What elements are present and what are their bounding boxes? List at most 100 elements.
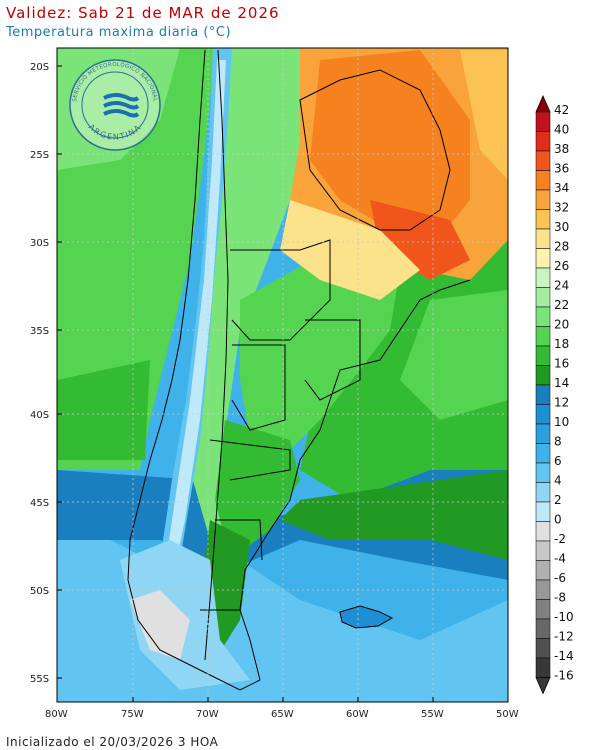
- colorbar-label: 34: [554, 181, 569, 195]
- colorbar-label: 14: [554, 376, 569, 390]
- colorbar-swatch: [535, 501, 551, 522]
- colorbar-label: -12: [554, 630, 574, 644]
- colorbar-label: 30: [554, 220, 569, 234]
- colorbar-label: 18: [554, 337, 569, 351]
- lat-label: 45S: [30, 498, 49, 509]
- colorbar-swatch: [535, 540, 551, 561]
- colorbar-swatch: [535, 443, 551, 464]
- init-time: Inicializado el 20/03/2026 3 HOA: [6, 735, 219, 749]
- colorbar-swatch: [535, 560, 551, 581]
- colorbar-label: 26: [554, 259, 569, 273]
- province-border-south2: [215, 519, 263, 561]
- colorbar-swatch: [535, 638, 551, 659]
- atlantic-light-zone: [400, 290, 508, 420]
- colorbar-swatch: [535, 170, 551, 191]
- colorbar-swatch: [535, 579, 551, 600]
- mesopotamia-hot-zone: [370, 200, 470, 280]
- colorbar: 424038363432302826242220181614121086420-…: [535, 95, 574, 695]
- colorbar-label: 32: [554, 201, 569, 215]
- colorbar-swatch: [535, 482, 551, 503]
- province-borders-central: [231, 344, 286, 431]
- latitude-axis: 20S 25S 30S 35S 40S 45S 50S 55S: [30, 62, 62, 685]
- buenos-aires-border: [304, 319, 361, 401]
- paraguay-border: [299, 69, 451, 231]
- lat-label: 25S: [30, 150, 49, 161]
- colorbar-swatch: [535, 423, 551, 444]
- colorbar-swatch: [535, 150, 551, 171]
- colorbar-swatch: [535, 384, 551, 405]
- colorbar-swatch: [535, 228, 551, 249]
- lat-label: 20S: [30, 62, 49, 73]
- colorbar-swatch: [535, 248, 551, 269]
- colorbar-swatch: [535, 111, 551, 132]
- colorbar-label: -10: [554, 610, 574, 624]
- colorbar-swatch: [535, 131, 551, 152]
- province-border-south1: [209, 439, 291, 481]
- boundaries: [127, 49, 471, 691]
- atlantic-south-green: [280, 470, 508, 560]
- colorbar-label: -16: [554, 669, 574, 683]
- colorbar-label: -2: [554, 532, 566, 546]
- lon-label: 65W: [271, 709, 294, 720]
- map-title: Validez: Sab 21 de MAR de 2026: [6, 4, 280, 22]
- colorbar-label: 12: [554, 396, 569, 410]
- colorbar-label: -6: [554, 571, 566, 585]
- colorbar-swatch: [535, 599, 551, 620]
- colorbar-label: 36: [554, 162, 569, 176]
- colorbar-label: 38: [554, 142, 569, 156]
- colorbar-swatch: [535, 326, 551, 347]
- colorbar-max-arrow: [535, 95, 551, 113]
- colorbar-swatch: [535, 657, 551, 678]
- pampas-land: [240, 250, 400, 450]
- colorbar-swatch: [535, 287, 551, 308]
- atlantic-coastline: [239, 279, 471, 681]
- pacific-north-zone: [57, 48, 180, 170]
- pacific-coastline: [127, 49, 261, 691]
- colorbar-swatch: [535, 189, 551, 210]
- colorbar-label: -14: [554, 649, 574, 663]
- lat-label: 50S: [30, 586, 49, 597]
- colorbar-label: -4: [554, 552, 566, 566]
- colorbar-label: 6: [554, 454, 562, 468]
- map-field: [57, 48, 508, 702]
- lon-label: 55W: [421, 709, 444, 720]
- southern-icefield: [130, 590, 190, 660]
- colorbar-min-arrow: [535, 677, 551, 695]
- chaco-hot-zone: [310, 50, 470, 250]
- malvinas-islands: [339, 605, 394, 629]
- brazil-warm-zone: [460, 50, 508, 180]
- lon-label: 80W: [45, 709, 68, 720]
- colorbar-swatch: [535, 267, 551, 288]
- lon-label: 75W: [121, 709, 144, 720]
- colorbar-label: 20: [554, 318, 569, 332]
- colorbar-label: 28: [554, 240, 569, 254]
- colorbar-label: 0: [554, 513, 562, 527]
- andes-snow-spine: [160, 60, 226, 600]
- lat-label: 40S: [30, 410, 49, 421]
- colorbar-label: 10: [554, 415, 569, 429]
- colorbar-label: 8: [554, 435, 562, 449]
- colorbar-label: 40: [554, 123, 569, 137]
- longitude-axis: 80W 75W 70W 65W 60W 55W 50W: [45, 697, 519, 720]
- logo-wave-icon: [103, 93, 140, 102]
- colorbar-swatch: [535, 209, 551, 230]
- colorbar-label: 4: [554, 474, 562, 488]
- colorbar-swatch: [535, 404, 551, 425]
- smn-logo: SERVICIO METEOROLÓGICO NACIONAL ARGENTIN…: [69, 59, 161, 151]
- colorbar-label: 22: [554, 298, 569, 312]
- andes-border: [204, 49, 229, 661]
- province-borders-north: [230, 239, 331, 341]
- colorbar-label: 2: [554, 493, 562, 507]
- lat-label: 35S: [30, 326, 49, 337]
- colorbar-label: 16: [554, 357, 569, 371]
- central-mild-zone: [280, 200, 420, 300]
- colorbar-label: 24: [554, 279, 569, 293]
- colorbar-swatch: [535, 345, 551, 366]
- colorbar-label: 42: [554, 103, 569, 117]
- colorbar-swatch: [535, 306, 551, 327]
- colorbar-swatch: [535, 462, 551, 483]
- colorbar-swatch: [535, 365, 551, 386]
- lat-label: 55S: [30, 674, 49, 685]
- colorbar-label: -8: [554, 591, 566, 605]
- pacific-south-zone: [57, 360, 150, 460]
